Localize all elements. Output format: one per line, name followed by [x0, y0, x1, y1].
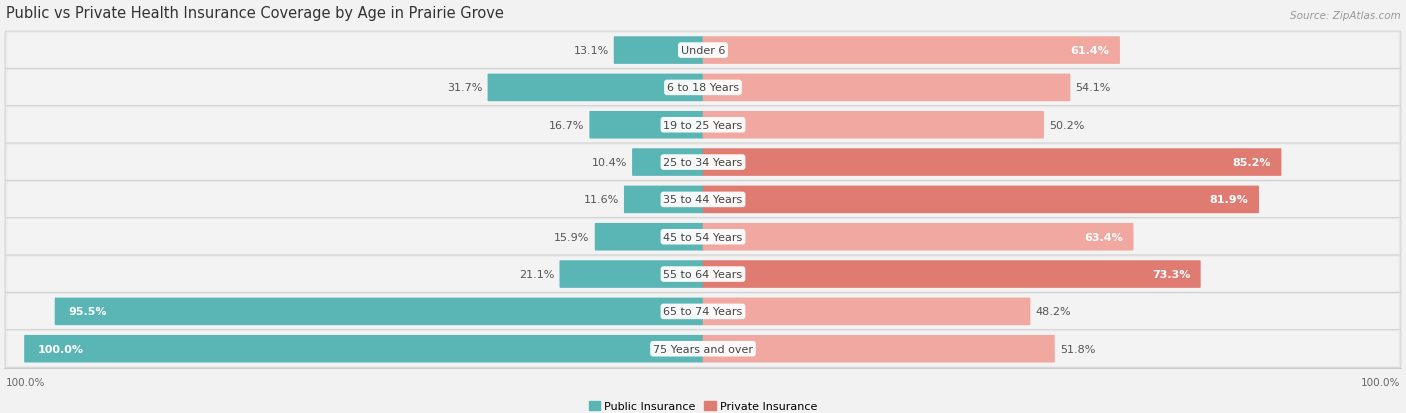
FancyBboxPatch shape: [589, 112, 703, 139]
FancyBboxPatch shape: [703, 74, 1070, 102]
Text: 31.7%: 31.7%: [447, 83, 482, 93]
FancyBboxPatch shape: [6, 255, 1400, 293]
Text: 10.4%: 10.4%: [592, 158, 627, 168]
FancyBboxPatch shape: [488, 74, 703, 102]
Text: 85.2%: 85.2%: [1233, 158, 1271, 168]
FancyBboxPatch shape: [6, 330, 1400, 368]
Text: 81.9%: 81.9%: [1209, 195, 1249, 205]
FancyBboxPatch shape: [560, 261, 703, 288]
Text: 25 to 34 Years: 25 to 34 Years: [664, 158, 742, 168]
FancyBboxPatch shape: [703, 223, 1133, 251]
Text: 73.3%: 73.3%: [1152, 269, 1189, 279]
Text: 15.9%: 15.9%: [554, 232, 589, 242]
FancyBboxPatch shape: [624, 186, 703, 214]
Text: 65 to 74 Years: 65 to 74 Years: [664, 306, 742, 317]
FancyBboxPatch shape: [24, 335, 703, 363]
FancyBboxPatch shape: [595, 223, 703, 251]
FancyBboxPatch shape: [6, 144, 1400, 182]
FancyBboxPatch shape: [703, 149, 1281, 176]
FancyBboxPatch shape: [7, 332, 1399, 366]
Text: 35 to 44 Years: 35 to 44 Years: [664, 195, 742, 205]
Text: 100.0%: 100.0%: [6, 377, 45, 387]
Text: 95.5%: 95.5%: [69, 306, 107, 317]
Legend: Public Insurance, Private Insurance: Public Insurance, Private Insurance: [586, 399, 820, 413]
FancyBboxPatch shape: [7, 183, 1399, 217]
Text: 11.6%: 11.6%: [583, 195, 619, 205]
FancyBboxPatch shape: [7, 33, 1399, 69]
FancyBboxPatch shape: [6, 292, 1400, 331]
FancyBboxPatch shape: [703, 186, 1258, 214]
Text: Public vs Private Health Insurance Coverage by Age in Prairie Grove: Public vs Private Health Insurance Cover…: [6, 6, 503, 21]
FancyBboxPatch shape: [703, 261, 1201, 288]
Text: 16.7%: 16.7%: [548, 121, 585, 131]
FancyBboxPatch shape: [703, 112, 1043, 139]
Text: 45 to 54 Years: 45 to 54 Years: [664, 232, 742, 242]
FancyBboxPatch shape: [7, 108, 1399, 143]
Text: 54.1%: 54.1%: [1076, 83, 1111, 93]
Text: 13.1%: 13.1%: [574, 46, 609, 56]
Text: 6 to 18 Years: 6 to 18 Years: [666, 83, 740, 93]
Text: 61.4%: 61.4%: [1070, 46, 1109, 56]
FancyBboxPatch shape: [6, 107, 1400, 145]
FancyBboxPatch shape: [7, 145, 1399, 180]
Text: 100.0%: 100.0%: [1361, 377, 1400, 387]
Text: 100.0%: 100.0%: [38, 344, 84, 354]
FancyBboxPatch shape: [614, 37, 703, 65]
Text: 55 to 64 Years: 55 to 64 Years: [664, 269, 742, 279]
FancyBboxPatch shape: [55, 298, 703, 325]
FancyBboxPatch shape: [7, 71, 1399, 106]
Text: Source: ZipAtlas.com: Source: ZipAtlas.com: [1289, 11, 1400, 21]
FancyBboxPatch shape: [633, 149, 703, 176]
FancyBboxPatch shape: [6, 32, 1400, 70]
FancyBboxPatch shape: [6, 69, 1400, 107]
FancyBboxPatch shape: [6, 181, 1400, 219]
Text: 63.4%: 63.4%: [1084, 232, 1123, 242]
Text: 19 to 25 Years: 19 to 25 Years: [664, 121, 742, 131]
Text: 48.2%: 48.2%: [1035, 306, 1071, 317]
Text: 75 Years and over: 75 Years and over: [652, 344, 754, 354]
Text: Under 6: Under 6: [681, 46, 725, 56]
FancyBboxPatch shape: [6, 218, 1400, 256]
FancyBboxPatch shape: [7, 294, 1399, 329]
FancyBboxPatch shape: [703, 335, 1054, 363]
FancyBboxPatch shape: [7, 257, 1399, 292]
FancyBboxPatch shape: [7, 220, 1399, 254]
Text: 50.2%: 50.2%: [1049, 121, 1084, 131]
Text: 21.1%: 21.1%: [519, 269, 554, 279]
FancyBboxPatch shape: [703, 37, 1121, 65]
Text: 51.8%: 51.8%: [1060, 344, 1095, 354]
FancyBboxPatch shape: [703, 298, 1031, 325]
